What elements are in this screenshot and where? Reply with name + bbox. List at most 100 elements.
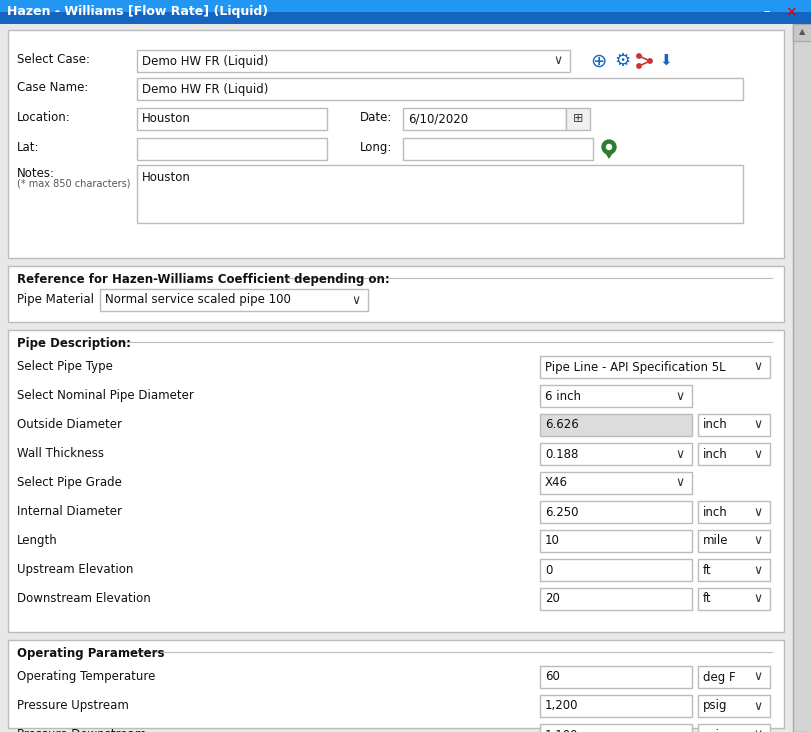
Bar (402, 108, 565, 130)
Text: 6/10/2020: 6/10/2020 (407, 113, 468, 125)
Text: Select Nominal Pipe Diameter: Select Nominal Pipe Diameter (17, 389, 194, 402)
Bar (539, 472, 691, 494)
Bar (0, 12, 811, 24)
Text: Select Pipe Type: Select Pipe Type (17, 360, 113, 373)
Bar (697, 501, 769, 523)
Text: Hazen - Williams [Flow Rate] (Liquid): Hazen - Williams [Flow Rate] (Liquid) (7, 6, 268, 18)
Bar (697, 559, 769, 581)
Text: psig: psig (702, 728, 727, 732)
Text: 60: 60 (544, 671, 560, 684)
Circle shape (606, 144, 611, 149)
Bar (697, 414, 769, 436)
Bar (137, 108, 327, 130)
Bar (697, 724, 769, 732)
Bar (539, 414, 691, 436)
Text: 1,100: 1,100 (544, 728, 577, 732)
Text: ft: ft (702, 592, 710, 605)
Text: ⚙: ⚙ (613, 52, 629, 70)
Text: ∨: ∨ (753, 671, 762, 684)
Bar (539, 695, 691, 717)
Text: 6.626: 6.626 (544, 419, 578, 431)
Bar (137, 50, 569, 72)
Bar (539, 356, 769, 378)
Text: 6.250: 6.250 (544, 506, 577, 518)
Text: Pipe Line - API Specification 5L: Pipe Line - API Specification 5L (544, 360, 725, 373)
Text: Select Case:: Select Case: (17, 53, 90, 66)
Bar (539, 385, 691, 407)
Text: Long:: Long: (359, 141, 392, 154)
Text: Downstream Elevation: Downstream Elevation (17, 592, 151, 605)
Text: 6 inch: 6 inch (544, 389, 581, 403)
Bar (697, 666, 769, 688)
Text: ∨: ∨ (753, 534, 762, 548)
Text: ∨: ∨ (753, 360, 762, 373)
Bar (792, 24, 811, 41)
Text: Length: Length (17, 534, 58, 547)
Bar (8, 30, 783, 258)
Text: Operating Temperature: Operating Temperature (17, 670, 155, 683)
Text: (* max 850 characters): (* max 850 characters) (17, 179, 131, 189)
Bar (100, 289, 367, 311)
Text: Demo HW FR (Liquid): Demo HW FR (Liquid) (142, 83, 268, 95)
Text: Pressure Downstream: Pressure Downstream (17, 728, 146, 732)
Text: Operating Parameters: Operating Parameters (17, 647, 165, 660)
Text: 1,200: 1,200 (544, 700, 577, 712)
Text: Reference for Hazen-Williams Coefficient depending on:: Reference for Hazen-Williams Coefficient… (17, 273, 389, 286)
Text: Date:: Date: (359, 111, 392, 124)
Bar (539, 501, 691, 523)
Text: Pipe Description:: Pipe Description: (17, 337, 131, 350)
Text: ∨: ∨ (753, 592, 762, 605)
Text: –: – (763, 6, 769, 18)
Text: ∨: ∨ (753, 506, 762, 518)
Bar (539, 724, 691, 732)
Text: Pressure Upstream: Pressure Upstream (17, 699, 129, 712)
Text: inch: inch (702, 419, 727, 431)
Bar (137, 138, 327, 160)
Text: ⊞: ⊞ (572, 113, 582, 125)
Text: Location:: Location: (17, 111, 71, 124)
Bar (539, 443, 691, 465)
Text: Demo HW FR (Liquid): Demo HW FR (Liquid) (142, 54, 268, 67)
Bar (539, 530, 691, 552)
Bar (402, 138, 592, 160)
Text: Houston: Houston (142, 113, 191, 125)
Text: ∨: ∨ (675, 447, 684, 460)
Bar (8, 640, 783, 728)
Circle shape (647, 59, 651, 63)
Bar (539, 559, 691, 581)
Bar (697, 588, 769, 610)
Text: ∨: ∨ (753, 419, 762, 431)
Text: 20: 20 (544, 592, 560, 605)
Text: ft: ft (702, 564, 710, 577)
Text: Upstream Elevation: Upstream Elevation (17, 563, 133, 576)
Text: Normal service scaled pipe 100: Normal service scaled pipe 100 (105, 294, 290, 307)
Bar (697, 695, 769, 717)
Text: 0: 0 (544, 564, 551, 577)
Text: inch: inch (702, 506, 727, 518)
Text: ∨: ∨ (675, 389, 684, 403)
Bar (697, 443, 769, 465)
Text: ▲: ▲ (798, 28, 805, 37)
Bar (137, 165, 742, 223)
Polygon shape (604, 151, 612, 158)
Text: deg F: deg F (702, 671, 735, 684)
Text: ×: × (784, 5, 796, 19)
Text: Houston: Houston (142, 171, 191, 184)
Text: Select Pipe Grade: Select Pipe Grade (17, 476, 122, 489)
Text: ∨: ∨ (351, 294, 360, 307)
Text: Lat:: Lat: (17, 141, 40, 154)
Text: ∨: ∨ (753, 564, 762, 577)
Text: X46: X46 (544, 477, 568, 490)
Bar (539, 666, 691, 688)
Bar (697, 530, 769, 552)
Bar (137, 78, 742, 100)
Bar (792, 24, 811, 732)
Text: ∨: ∨ (753, 728, 762, 732)
Text: ∨: ∨ (553, 54, 562, 67)
Bar (565, 108, 590, 130)
Text: 0.188: 0.188 (544, 447, 577, 460)
Bar (539, 588, 691, 610)
Circle shape (636, 64, 641, 68)
Text: Outside Diameter: Outside Diameter (17, 418, 122, 431)
Text: psig: psig (702, 700, 727, 712)
